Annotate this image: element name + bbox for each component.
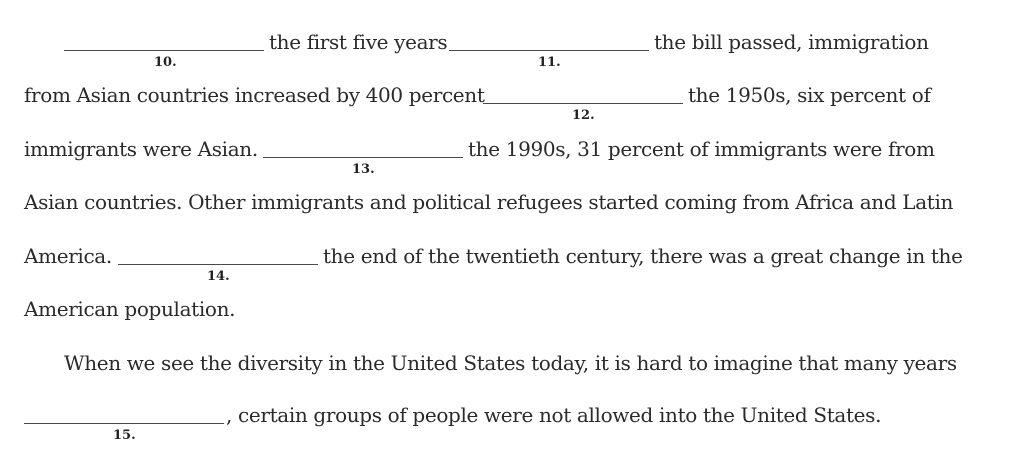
- blank-number-label: 12.: [572, 108, 595, 123]
- blank-number-label: 10.: [154, 55, 177, 70]
- answer-blank-11[interactable]: 11.: [449, 32, 649, 70]
- passage-text: immigrants were Asian.: [24, 137, 258, 161]
- blank-number-label: 15.: [113, 428, 136, 443]
- passage-text: from Asian countries increased by 400 pe…: [24, 83, 485, 107]
- passage-text: Asian countries. Other immigrants and po…: [24, 190, 954, 214]
- answer-underline: [118, 264, 318, 265]
- passage-text: the first five years: [269, 30, 448, 54]
- passage-text: the 1990s, 31 percent of immigrants were…: [468, 137, 935, 161]
- passage-text: When we see the diversity in the United …: [64, 351, 957, 375]
- answer-blank-12[interactable]: 12.: [483, 85, 683, 123]
- answer-underline: [483, 103, 683, 104]
- answer-blank-15[interactable]: 15.: [24, 405, 224, 443]
- passage-text: the 1950s, six percent of: [688, 83, 931, 107]
- answer-underline: [449, 50, 649, 51]
- answer-blank-10[interactable]: 10.: [64, 32, 264, 70]
- blank-number-label: 14.: [207, 269, 230, 284]
- passage-text: , certain groups of people were not allo…: [226, 403, 882, 427]
- answer-underline: [64, 50, 264, 51]
- blank-number-label: 13.: [352, 162, 375, 177]
- answer-blank-13[interactable]: 13.: [263, 139, 463, 177]
- passage-text: America.: [24, 244, 112, 268]
- answer-blank-14[interactable]: 14.: [118, 246, 318, 284]
- blank-number-label: 11.: [538, 55, 561, 70]
- passage-text: the bill passed, immigration: [654, 30, 929, 54]
- passage-text: the end of the twentieth century, there …: [323, 244, 963, 268]
- answer-underline: [263, 157, 463, 158]
- answer-underline: [24, 423, 224, 424]
- passage-text: American population.: [24, 297, 236, 321]
